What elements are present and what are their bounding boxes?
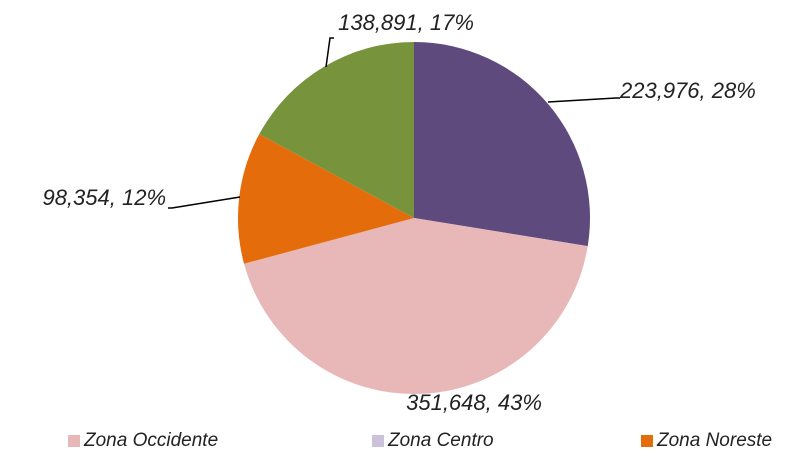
legend-swatch [68, 435, 80, 447]
data-label: 223,976, 28% [619, 78, 756, 103]
legend-swatch [372, 435, 384, 447]
legend-label: Zona Centro [387, 430, 494, 451]
leader-line [325, 37, 334, 68]
legend-swatch [641, 435, 653, 447]
legend-label: Zona Noreste [656, 430, 772, 451]
pie-slice [259, 42, 414, 218]
leader-line [547, 97, 620, 103]
pie-slice [238, 134, 414, 264]
data-label: 351,648, 43% [406, 390, 542, 415]
pie-slice [414, 42, 590, 247]
pie-slice [244, 218, 588, 394]
legend-label: Zona Occidente [83, 430, 218, 451]
data-label: 138,891, 17% [338, 10, 474, 35]
leader-line [168, 196, 241, 209]
data-label: 98,354, 12% [42, 185, 166, 210]
